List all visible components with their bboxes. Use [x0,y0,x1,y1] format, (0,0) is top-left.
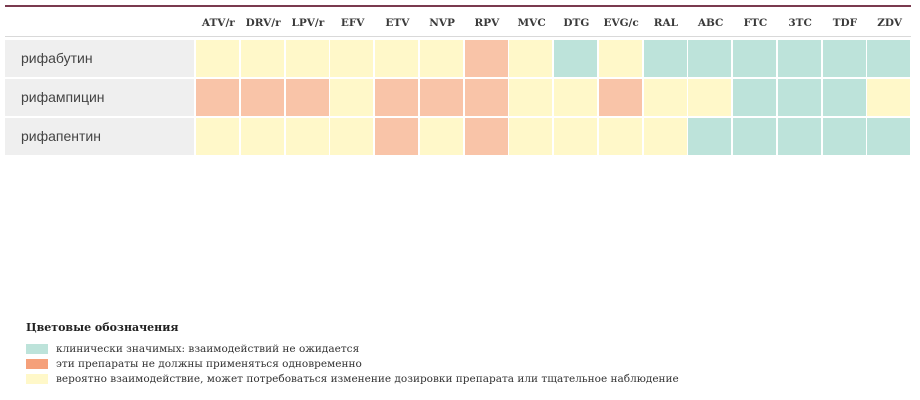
interaction-cell-yellow [867,79,911,116]
table-row: рифапентин [5,118,913,155]
interaction-cell-yellow [419,40,463,77]
column-header: RAL [653,17,678,29]
interaction-cell-yellow [554,79,597,116]
interaction-cell-yellow [240,118,284,155]
interaction-cell-yellow [598,118,642,155]
interaction-cell-red [419,79,463,116]
column-header: DRV/r [245,17,281,29]
interaction-cell-green [733,79,776,116]
interaction-cell-green [777,79,821,116]
legend-label: эти препараты не должны применяться одно… [56,357,362,370]
interaction-cell-yellow [419,118,463,155]
interaction-cell-green [733,118,776,155]
legend-title: Цветовые обозначения [26,321,179,334]
interaction-cell-red [375,118,418,155]
interaction-cell-green [688,118,732,155]
interaction-cell-yellow [196,40,239,77]
drug-name: рифапентин [5,118,194,155]
interaction-cell-red [464,79,508,116]
interaction-cell-green [867,40,911,77]
interaction-cell-yellow [330,40,374,77]
column-header: FTC [743,17,768,29]
column-header: LPV/r [291,17,325,29]
interaction-cell-yellow [554,118,597,155]
interaction-cell-green [688,40,732,77]
table-row: рифампицин [5,79,913,116]
interaction-cell-red [285,79,329,116]
interaction-cell-red [464,40,508,77]
interaction-cell-green [822,40,866,77]
interaction-cell-yellow [285,118,329,155]
interaction-cell-red [240,79,284,116]
column-header: RPV [474,17,500,29]
interaction-cell-yellow [509,79,553,116]
legend-label: вероятно взаимодействие, может потребова… [56,372,679,385]
interaction-cell-red [196,79,239,116]
interaction-cell-yellow [598,40,642,77]
interaction-cell-green [554,40,597,77]
column-headers: ATV/r DRV/r LPV/r EFV ETV NVP RPV MVC DTG EVG/c RA… [196,14,912,32]
column-header: EFV [340,17,365,29]
header-divider [5,36,911,37]
interaction-cell-yellow [509,118,553,155]
column-header: TDF [832,17,858,29]
interaction-cell-yellow [196,118,239,155]
interaction-cell-red [598,79,642,116]
interaction-cell-green [867,118,911,155]
interaction-cell-green [643,40,687,77]
column-header: DTG [563,17,590,29]
interaction-cell-green [822,118,866,155]
column-header: EVG/c [603,17,639,29]
interaction-cell-red [464,118,508,155]
legend: Цветовые обозначения клинически значимых… [26,321,679,386]
interaction-cell-yellow [643,118,687,155]
column-header: ETV [385,17,410,29]
legend-item-green: клинически значимых: взаимодействий не о… [26,341,679,356]
drug-name: рифампицин [5,79,194,116]
column-header: ABC [697,17,724,29]
interaction-cell-green [733,40,776,77]
interaction-cell-yellow [285,40,329,77]
interaction-cell-green [777,40,821,77]
legend-swatch-yellow [26,373,48,384]
column-header: MVC [517,17,546,29]
table-row: рифабутин [5,40,913,77]
top-rule [5,5,911,7]
legend-label: клинически значимых: взаимодействий не о… [56,342,360,355]
drug-name: рифабутин [5,40,194,77]
legend-swatch-green [26,343,48,354]
interaction-cell-yellow [330,79,374,116]
interaction-table: рифабутин рифампицин рифапентин [5,40,913,157]
column-header: 3TC [788,17,812,29]
interaction-cell-red [375,79,418,116]
legend-item-yellow: вероятно взаимодействие, может потребова… [26,371,679,386]
interaction-cell-green [822,79,866,116]
interaction-cell-yellow [330,118,374,155]
interaction-cell-yellow [688,79,732,116]
column-header: ATV/r [201,17,235,29]
interaction-cell-green [777,118,821,155]
interaction-cell-yellow [240,40,284,77]
interaction-cell-yellow [509,40,553,77]
legend-swatch-red [26,358,48,369]
interaction-cell-yellow [375,40,418,77]
column-header: NVP [429,17,455,29]
legend-item-red: эти препараты не должны применяться одно… [26,356,679,371]
interaction-cell-yellow [643,79,687,116]
column-header: ZDV [877,17,902,29]
